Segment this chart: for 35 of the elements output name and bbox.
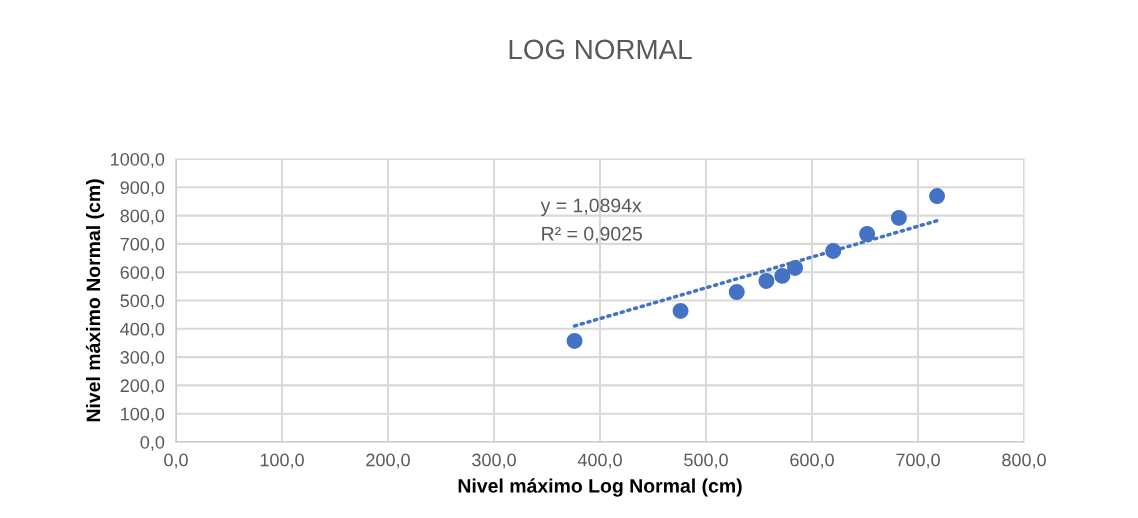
point <box>890 209 907 226</box>
x-tick-label: 400,0 <box>577 453 622 469</box>
x-tick-label: 500,0 <box>684 453 728 469</box>
y-tick-label: 300,0 <box>120 351 165 366</box>
x-tick-label: 100,0 <box>260 453 304 469</box>
y-tick-label: 500,0 <box>120 294 165 310</box>
point <box>758 272 775 289</box>
y-tick-label: 700,0 <box>120 237 165 253</box>
y-tick-label: 900,0 <box>120 181 165 197</box>
point <box>774 267 791 284</box>
y-tick-label: 0,0 <box>140 435 165 451</box>
x-axis-title: Nivel máximo Log Normal (cm) <box>458 478 742 497</box>
point <box>566 332 583 349</box>
point <box>859 226 876 242</box>
x-tick-label: 600,0 <box>790 453 834 469</box>
x-tick-label: 700,0 <box>896 453 940 469</box>
x-tick-label: 300,0 <box>472 453 516 469</box>
y-tick-label: 200,0 <box>120 379 165 395</box>
y-tick-label: 100,0 <box>121 407 165 423</box>
point <box>728 284 745 300</box>
annotation: y = 1,0894x <box>540 198 642 217</box>
y-tick-label: 1000,0 <box>111 152 165 168</box>
y-tick-label: 600,0 <box>120 266 165 282</box>
chart-title: LOG NORMAL <box>509 39 692 60</box>
annotation: R² = 0,9025 <box>542 226 642 243</box>
x-tick-label: 0,0 <box>164 453 188 469</box>
x-tick-label: 200,0 <box>366 453 410 469</box>
point <box>929 188 946 205</box>
point <box>825 242 842 259</box>
point <box>787 259 804 276</box>
y-tick-label: 800,0 <box>120 209 165 225</box>
y-tick-label: 400,0 <box>120 322 165 338</box>
x-tick-label: 800,0 <box>1002 453 1046 469</box>
y-axis-title: Nivel máximo Normal (cm) <box>85 179 105 422</box>
point <box>672 302 689 319</box>
